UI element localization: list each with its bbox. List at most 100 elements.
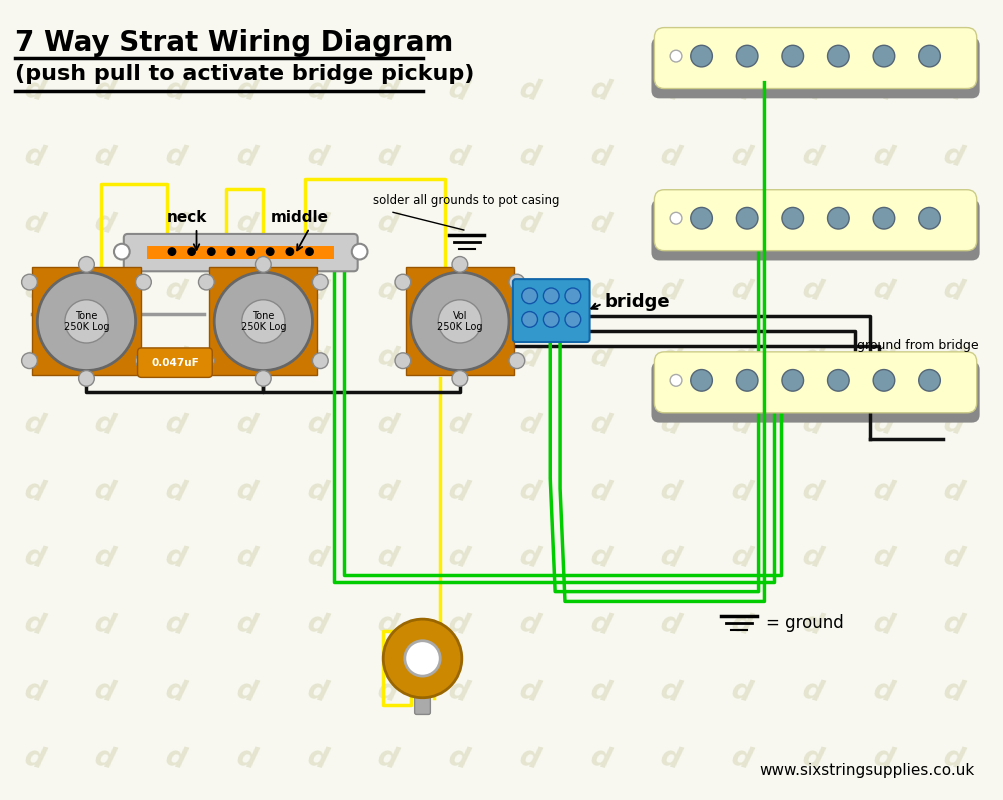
- Circle shape: [509, 274, 525, 290]
- Text: d: d: [728, 208, 754, 240]
- Text: d: d: [728, 342, 754, 374]
- Text: d: d: [233, 609, 260, 641]
- Circle shape: [669, 50, 681, 62]
- Text: d: d: [940, 742, 966, 774]
- Text: middle: middle: [271, 210, 328, 225]
- Text: d: d: [374, 74, 401, 106]
- Circle shape: [735, 46, 757, 67]
- Text: 7 Way Strat Wiring Diagram: 7 Way Strat Wiring Diagram: [15, 29, 452, 57]
- Text: d: d: [233, 342, 260, 374]
- Circle shape: [404, 641, 439, 676]
- Circle shape: [509, 353, 525, 369]
- Text: d: d: [21, 742, 47, 774]
- Text: d: d: [445, 208, 471, 240]
- Circle shape: [735, 370, 757, 391]
- Circle shape: [565, 311, 580, 327]
- Text: d: d: [233, 275, 260, 307]
- Text: (push pull to activate bridge pickup): (push pull to activate bridge pickup): [15, 64, 473, 84]
- Text: d: d: [92, 475, 118, 507]
- Circle shape: [690, 46, 712, 67]
- Circle shape: [135, 353, 151, 369]
- Text: d: d: [374, 208, 401, 240]
- Text: d: d: [162, 742, 189, 774]
- Text: d: d: [728, 676, 754, 708]
- Text: d: d: [92, 542, 118, 574]
- Text: d: d: [304, 275, 330, 307]
- Text: d: d: [304, 409, 330, 441]
- Circle shape: [826, 46, 849, 67]
- Text: d: d: [21, 142, 47, 174]
- FancyBboxPatch shape: [414, 686, 430, 714]
- Text: d: d: [304, 475, 330, 507]
- Text: d: d: [728, 275, 754, 307]
- Text: d: d: [940, 342, 966, 374]
- FancyBboxPatch shape: [137, 348, 212, 378]
- Text: d: d: [445, 542, 471, 574]
- Text: d: d: [587, 542, 613, 574]
- Text: d: d: [940, 74, 966, 106]
- Circle shape: [22, 353, 37, 369]
- Text: d: d: [21, 74, 47, 106]
- Text: d: d: [21, 609, 47, 641]
- Circle shape: [227, 247, 235, 256]
- Text: d: d: [21, 542, 47, 574]
- Text: d: d: [728, 409, 754, 441]
- Circle shape: [565, 288, 580, 304]
- Text: d: d: [374, 676, 401, 708]
- Text: d: d: [798, 676, 825, 708]
- Text: d: d: [798, 275, 825, 307]
- Text: d: d: [587, 409, 613, 441]
- Circle shape: [781, 46, 802, 67]
- Text: Tone
250K Log: Tone 250K Log: [63, 310, 109, 332]
- Text: d: d: [445, 409, 471, 441]
- Circle shape: [826, 207, 849, 229]
- Circle shape: [522, 311, 537, 327]
- Text: d: d: [657, 542, 684, 574]
- Text: d: d: [516, 742, 543, 774]
- Text: Tone
250K Log: Tone 250K Log: [241, 310, 286, 332]
- Text: d: d: [92, 676, 118, 708]
- Text: d: d: [940, 275, 966, 307]
- Text: d: d: [374, 142, 401, 174]
- Circle shape: [410, 272, 509, 370]
- Circle shape: [255, 370, 271, 386]
- Text: d: d: [798, 409, 825, 441]
- Text: d: d: [587, 609, 613, 641]
- Circle shape: [873, 370, 894, 391]
- Text: d: d: [870, 609, 896, 641]
- Circle shape: [451, 257, 467, 272]
- Circle shape: [187, 247, 196, 256]
- Text: d: d: [162, 208, 189, 240]
- Text: d: d: [516, 275, 543, 307]
- Text: d: d: [587, 742, 613, 774]
- Text: d: d: [516, 409, 543, 441]
- Text: d: d: [870, 542, 896, 574]
- Text: d: d: [587, 74, 613, 106]
- Text: d: d: [657, 475, 684, 507]
- Text: d: d: [374, 475, 401, 507]
- Circle shape: [199, 274, 214, 290]
- Text: d: d: [657, 409, 684, 441]
- Text: d: d: [233, 742, 260, 774]
- Circle shape: [918, 46, 940, 67]
- FancyBboxPatch shape: [147, 246, 334, 259]
- Text: d: d: [21, 275, 47, 307]
- Text: d: d: [516, 74, 543, 106]
- Circle shape: [451, 370, 467, 386]
- Circle shape: [199, 353, 214, 369]
- Circle shape: [437, 300, 481, 343]
- Text: d: d: [21, 409, 47, 441]
- Text: d: d: [374, 342, 401, 374]
- Text: = ground: = ground: [765, 614, 844, 632]
- Text: d: d: [445, 342, 471, 374]
- Text: d: d: [304, 542, 330, 574]
- Text: d: d: [304, 742, 330, 774]
- Circle shape: [78, 370, 94, 386]
- Text: d: d: [798, 342, 825, 374]
- Text: d: d: [870, 275, 896, 307]
- Circle shape: [543, 311, 559, 327]
- Text: d: d: [304, 676, 330, 708]
- Text: d: d: [233, 676, 260, 708]
- Text: d: d: [870, 342, 896, 374]
- FancyBboxPatch shape: [654, 352, 976, 413]
